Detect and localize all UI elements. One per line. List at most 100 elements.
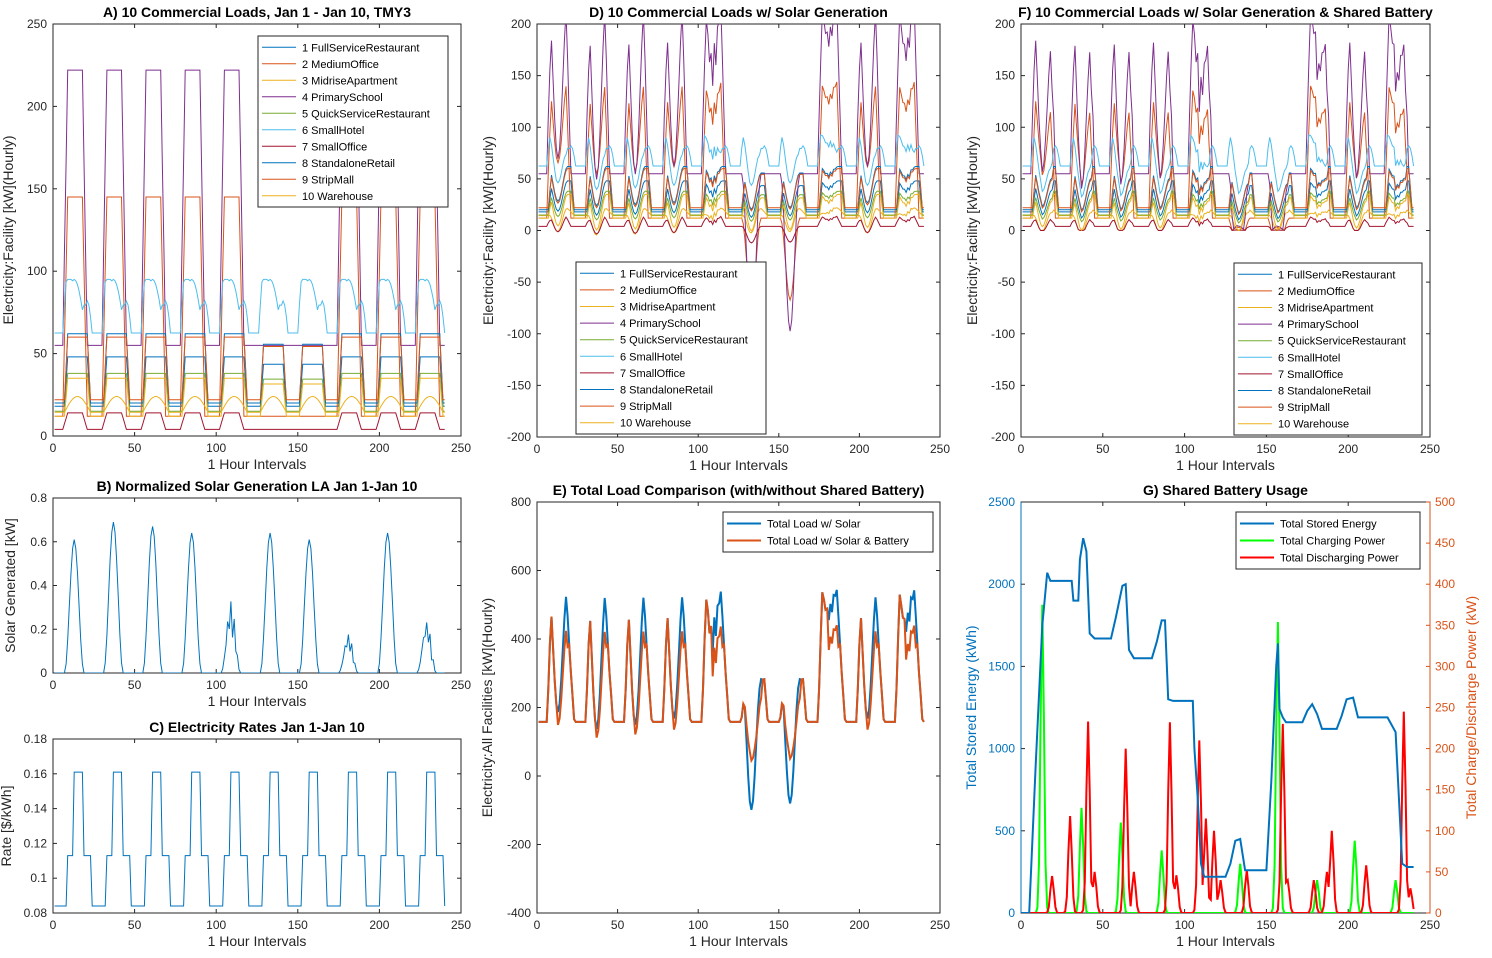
y-tick-label-D: -100	[507, 327, 531, 341]
legend-label-A: 10 Warehouse	[302, 191, 373, 203]
chart-title-C: C) Electricity Rates Jan 1-Jan 10	[149, 719, 365, 735]
legend-F: 1 FullServiceRestaurant 2 MediumOffice 3 M…	[1233, 262, 1423, 436]
x-tick-label-D: 100	[688, 442, 708, 456]
legend-label-A: 5 QuickServiceRestaurant	[302, 108, 430, 120]
y-tick-label-C: 0.08	[24, 906, 48, 920]
legend-box-E	[722, 511, 934, 553]
y-tick-label-E: -400	[507, 906, 531, 920]
y-tick-label-G: 1500	[988, 659, 1015, 673]
y-tick-label-C: 0.18	[24, 732, 48, 746]
chart-C: 0 50 100 150 200 250 0.08 0.1 0.12 0.14 0.16 0.18 C)…	[0, 719, 471, 949]
x-tick-label-E: 200	[849, 918, 869, 932]
y-axis-label-C: Rate [$/kWh]	[0, 786, 14, 867]
legend-label-A: 7 SmallOffice	[302, 141, 367, 153]
x-tick-label-E: 150	[769, 918, 789, 932]
x-tick-label-A: 250	[451, 441, 471, 455]
legend-label-G: Total Stored Energy	[1280, 519, 1377, 531]
plot-area-G	[1020, 501, 1431, 914]
y-tick-label-C: 0.1	[30, 871, 47, 885]
series-line-F	[1022, 134, 1415, 199]
y-right-tick-label-G: 250	[1435, 701, 1455, 715]
y-axis-label-G: Total Stored Energy (kWh)	[963, 625, 979, 789]
legend-label-D: 7 SmallOffice	[620, 368, 685, 380]
x-tick-label-A: 150	[288, 441, 308, 455]
y-axis-label-D: Electricity:Facility [kW](Hourly)	[480, 136, 496, 325]
chart-B: 0 50 100 150 200 250 0 0.2 0.4 0.6 0.8 B) Normalize…	[2, 478, 471, 709]
x-tick-label-F: 100	[1175, 442, 1195, 456]
legend-label-A: 6 SmallHotel	[302, 125, 364, 137]
y-tick-label-D: 50	[518, 172, 532, 186]
x-tick-label-A: 200	[369, 441, 389, 455]
y-axis-label-A: Electricity:Facility [kW](Hourly)	[0, 135, 16, 324]
series-line-F	[1022, 193, 1414, 232]
chart-title-D: D) 10 Commercial Loads w/ Solar Generati…	[589, 4, 888, 20]
y-right-tick-label-G: 300	[1435, 659, 1455, 673]
legend-label-F: 3 MidriseApartment	[1278, 303, 1373, 315]
y-tick-label-A: 50	[34, 347, 48, 361]
x-tick-label-G: 250	[1420, 918, 1440, 932]
legend-label-G: Total Charging Power	[1280, 536, 1386, 548]
x-tick-label-D: 150	[769, 442, 789, 456]
series-line-D	[538, 193, 924, 232]
y-tick-label-F: 150	[995, 69, 1015, 83]
y-right-tick-label-G: 500	[1435, 495, 1455, 509]
y-tick-label-G: 2500	[988, 495, 1015, 509]
y-tick-label-D: -50	[514, 275, 532, 289]
chart-title-G: G) Shared Battery Usage	[1143, 482, 1308, 498]
y-tick-label-G: 2000	[988, 577, 1015, 591]
x-tick-label-F: 50	[1096, 442, 1110, 456]
legend-label-F: 8 StandaloneRetail	[1278, 386, 1371, 398]
y-tick-label-E: 200	[511, 701, 531, 715]
y-tick-label-C: 0.16	[24, 767, 48, 781]
series-line-A	[54, 278, 446, 334]
x-tick-label-G: 100	[1175, 918, 1195, 932]
legend-label-D: 10 Warehouse	[620, 418, 691, 430]
x-tick-label-B: 100	[206, 678, 226, 692]
y-tick-label-F: -200	[991, 430, 1015, 444]
legend-label-A: 3 MidriseApartment	[302, 75, 397, 87]
x-tick-label-C: 150	[288, 918, 308, 932]
y-tick-label-B: 0.8	[30, 491, 47, 505]
series-line-D	[538, 207, 924, 236]
legend-label-E: Total Load w/ Solar & Battery	[767, 536, 909, 548]
y-tick-label-C: 0.12	[24, 836, 48, 850]
y-tick-label-D: 200	[511, 17, 531, 31]
legend-label-D: 9 StripMall	[620, 401, 672, 413]
legend-label-D: 3 MidriseApartment	[620, 302, 715, 314]
x-tick-label-D: 250	[930, 442, 950, 456]
x-tick-label-E: 0	[534, 918, 541, 932]
y-right-tick-label-G: 400	[1435, 577, 1455, 591]
series-line-A	[54, 356, 445, 407]
series-line-G-discharging	[1022, 711, 1415, 913]
y-axis-label-F: Electricity:Facility [kW](Hourly)	[964, 136, 980, 325]
y-tick-label-B: 0	[40, 666, 47, 680]
legend-label-F: 10 Warehouse	[1278, 419, 1349, 431]
y-tick-label-G: 1000	[988, 742, 1015, 756]
y-right-tick-label-G: 50	[1435, 865, 1449, 879]
legend-label-A: 4 PrimarySchool	[302, 92, 383, 104]
y-axis-label-E: Electricity:All Facilities [kW](Hourly)	[479, 598, 495, 817]
y-axis-label-B: Solar Generated [kW]	[2, 518, 18, 653]
y-tick-label-A: 150	[27, 182, 47, 196]
y-tick-label-D: 150	[511, 69, 531, 83]
y-tick-label-A: 100	[27, 264, 47, 278]
y-tick-label-F: 50	[1002, 172, 1016, 186]
series-line-F	[1022, 168, 1414, 216]
x-tick-label-E: 100	[688, 918, 708, 932]
series-line-D	[538, 168, 924, 212]
legend-label-A: 9 StripMall	[302, 174, 354, 186]
x-tick-label-B: 50	[128, 678, 142, 692]
chart-title-E: E) Total Load Comparison (with/without S…	[553, 482, 925, 498]
legend-label-D: 2 MediumOffice	[620, 285, 697, 297]
x-tick-label-G: 150	[1256, 918, 1276, 932]
y-tick-label-C: 0.14	[24, 802, 48, 816]
legend-label-D: 8 StandaloneRetail	[620, 385, 713, 397]
y-tick-label-F: -100	[991, 327, 1015, 341]
x-tick-label-A: 0	[50, 441, 57, 455]
y-axis-label-right-G: Total Charge/Discharge Power (kW)	[1463, 596, 1479, 819]
y-tick-label-F: -150	[991, 378, 1015, 392]
series-line-F	[1022, 190, 1414, 224]
y-tick-label-G: 0	[1008, 906, 1015, 920]
